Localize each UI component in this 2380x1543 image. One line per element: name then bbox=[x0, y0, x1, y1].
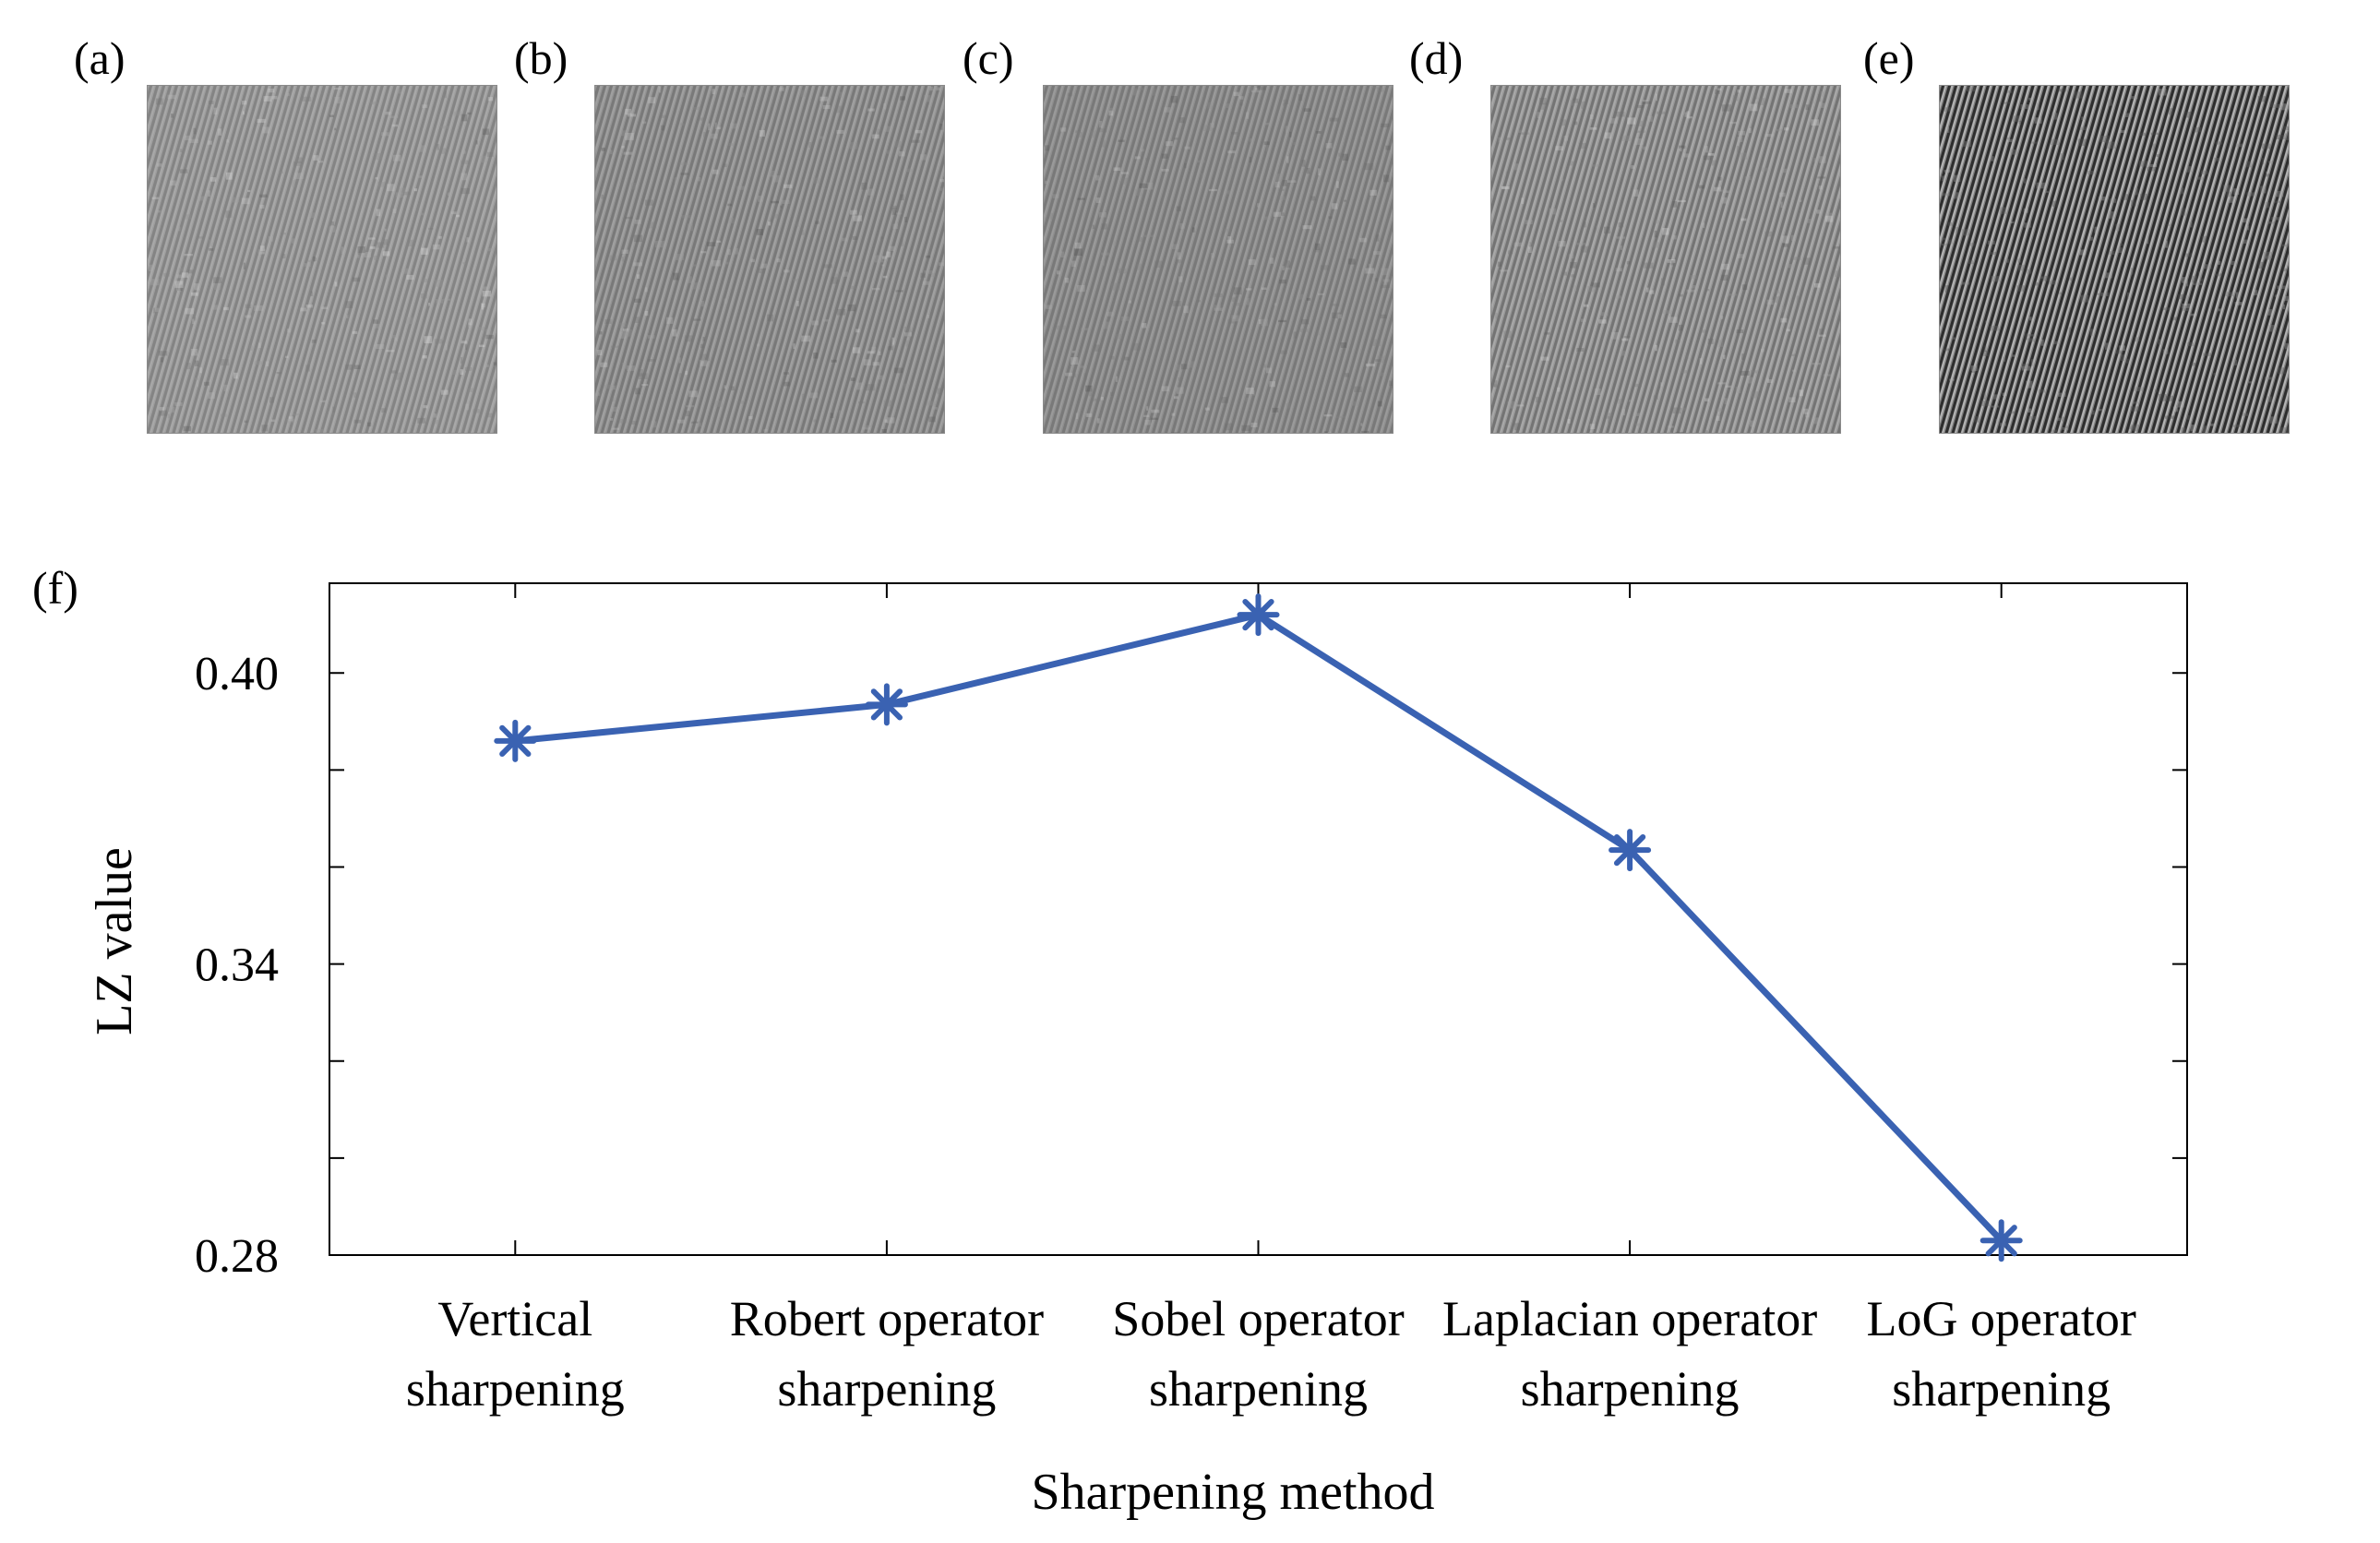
x-tick-label: sharpening bbox=[406, 1361, 625, 1417]
y-axis-title: LZ value bbox=[86, 847, 143, 1035]
x-tick-label: sharpening bbox=[1892, 1361, 2111, 1417]
texture-image-d bbox=[1490, 85, 1841, 434]
x-tick-label: Sobel operator bbox=[1112, 1291, 1404, 1346]
x-tick-label: Vertical bbox=[437, 1291, 592, 1346]
axis-titles: Sharpening method LZ value bbox=[86, 847, 1435, 1521]
texture-image-b bbox=[594, 85, 945, 434]
series-lz bbox=[494, 593, 2023, 1262]
y-tick-label: 0.28 bbox=[195, 1230, 279, 1283]
x-axis-title: Sharpening method bbox=[1031, 1464, 1434, 1521]
y-tick-labels: 0.28 0.34 0.40 bbox=[195, 648, 279, 1283]
x-tick-labels: Vertical sharpening Robert operator sharpen… bbox=[406, 1291, 2136, 1417]
panel-label-b: (b) bbox=[514, 32, 568, 84]
axes bbox=[329, 582, 2188, 1256]
texture-a-svg bbox=[148, 86, 496, 433]
panel-label-d: (d) bbox=[1409, 32, 1464, 84]
x-tick-label: Robert operator bbox=[730, 1291, 1044, 1346]
data-point-marker bbox=[1609, 829, 1652, 872]
data-point-marker bbox=[1237, 593, 1280, 637]
texture-d-svg bbox=[1491, 86, 1840, 433]
panel-label-f: (f) bbox=[32, 562, 78, 614]
x-tick-label: Laplacian operator bbox=[1442, 1291, 1817, 1346]
x-tick-label: sharpening bbox=[777, 1361, 996, 1417]
texture-e-svg bbox=[1940, 86, 2289, 433]
series-line bbox=[514, 611, 2004, 1243]
texture-image-c bbox=[1043, 85, 1393, 434]
x-tick-label: LoG operator bbox=[1867, 1291, 2136, 1346]
axis-ticks bbox=[329, 583, 2187, 1256]
y-tick-label: 0.34 bbox=[195, 939, 279, 992]
panel-label-c: (c) bbox=[963, 32, 1014, 84]
data-point-marker bbox=[1979, 1219, 2023, 1262]
texture-image-a bbox=[147, 85, 497, 434]
texture-image-e bbox=[1939, 85, 2290, 434]
x-tick-label: sharpening bbox=[1521, 1361, 1740, 1417]
x-tick-label: sharpening bbox=[1149, 1361, 1368, 1417]
y-tick-label: 0.40 bbox=[195, 648, 279, 700]
data-point-marker bbox=[865, 683, 908, 726]
texture-c-svg bbox=[1044, 86, 1393, 433]
data-point-marker bbox=[494, 719, 537, 762]
panel-label-e: (e) bbox=[1863, 32, 1915, 84]
texture-b-svg bbox=[595, 86, 944, 433]
panel-label-a: (a) bbox=[74, 32, 126, 84]
